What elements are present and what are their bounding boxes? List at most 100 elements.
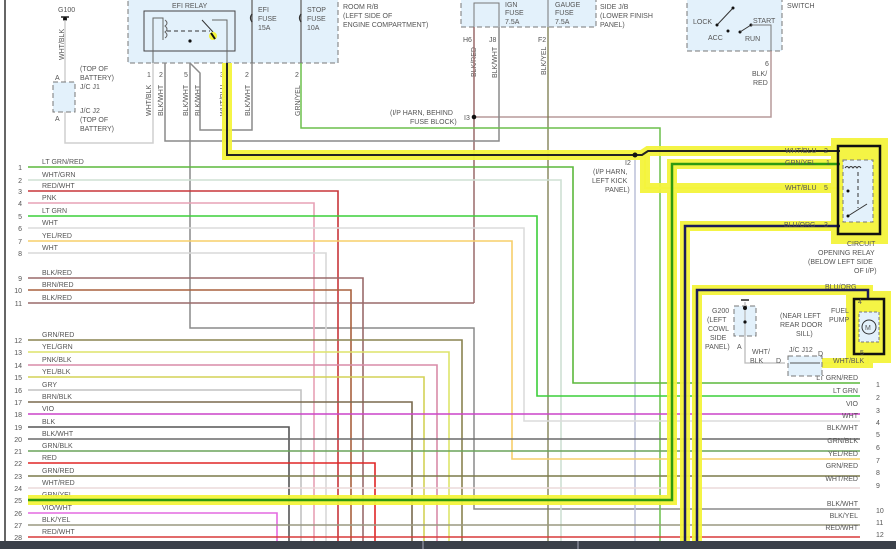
location-label: (I/P HARN, BEHIND	[390, 110, 453, 117]
left-wire-label: PNK	[42, 195, 57, 202]
left-wire-label: VIO	[42, 406, 55, 413]
pin-label: H6	[463, 37, 472, 44]
pin-label: A	[55, 116, 60, 123]
wire-blk-wht-j8	[164, 27, 500, 142]
relay-title: CIRCUIT	[847, 241, 876, 248]
left-wire-label: LT GRN/RED	[42, 159, 84, 166]
pin-label: 2	[824, 148, 828, 155]
pin-label: A	[737, 344, 742, 351]
efi-fuse-icon	[249, 13, 253, 23]
wire-left-14	[28, 364, 438, 541]
left-wire-label: PNK/BLK	[42, 357, 72, 364]
wire-left-10	[28, 289, 352, 541]
wire-label: BLU/ORG	[784, 222, 816, 229]
left-pin-number: 23	[14, 474, 22, 481]
location-label: SIDE J/B	[600, 4, 629, 11]
location-label: (I/P HARN,	[593, 169, 628, 176]
wire-left-22	[28, 462, 376, 541]
left-pin-number: 5	[18, 214, 22, 221]
fuse-label: EFI	[258, 7, 269, 14]
left-wire-label: WHT/GRN	[42, 172, 75, 179]
right-pin-number: 4	[876, 420, 880, 427]
location-label: OF I/P)	[854, 268, 877, 275]
left-pin-number: 9	[18, 276, 22, 283]
left-pin-number: 2	[18, 178, 22, 185]
highlighted-circuit	[28, 63, 891, 541]
left-wire-label: BLK/RED	[42, 295, 72, 302]
upper-wires: I3 (I/P HARN, BEHIND FUSE BLOCK)	[164, 27, 860, 541]
left-wire-label: WHT	[42, 245, 59, 252]
left-pin-number: 7	[18, 239, 22, 246]
right-pin-number: 3	[876, 408, 880, 415]
left-pin-number: 12	[14, 338, 22, 345]
left-wire-label: WHT/RED	[42, 480, 75, 487]
relay-title: OPENING RELAY	[818, 250, 875, 257]
right-wire-label: GRN/BLK	[827, 438, 858, 445]
right-pin-number: 7	[876, 458, 880, 465]
pin-label: 3	[824, 222, 828, 229]
wire-left-17	[28, 401, 413, 541]
wire-label: BLK/WHT	[492, 46, 499, 78]
left-pin-number: 4	[18, 201, 22, 208]
switch-contact-icon	[847, 203, 868, 217]
left-pin-number: 24	[14, 486, 22, 493]
wire-label: WHT/BLK	[146, 85, 153, 116]
pin-label: 1	[147, 72, 151, 79]
wire-label: BLK/WHT	[195, 84, 202, 116]
jc-j2-label: J/C J2	[80, 108, 100, 115]
location-label: PANEL)	[605, 187, 630, 194]
right-wire-label: LT GRN/RED	[816, 375, 858, 382]
fuel-pump-title: PUMP	[829, 317, 850, 324]
pin-label: D	[776, 358, 781, 365]
wire-label: BLK	[750, 358, 764, 365]
right-pin-number: 11	[876, 520, 883, 527]
left-wire-label: RED/WHT	[42, 529, 75, 536]
location-label: BATTERY)	[80, 126, 114, 133]
left-wire-label: BRN/RED	[42, 282, 74, 289]
left-wire-label: BLK	[42, 419, 56, 426]
wire-blu-org-pump	[695, 288, 870, 541]
location-label: SILL)	[796, 331, 813, 338]
jc-j12-box	[787, 355, 823, 377]
right-wire-label: VIO	[846, 401, 859, 408]
left-wire-label: LT GRN	[42, 208, 67, 215]
pin-label: A	[55, 75, 60, 82]
wire-left-1	[28, 166, 860, 384]
pin-label: 2	[295, 72, 299, 79]
jc-j12-label: J/C J12	[789, 347, 813, 354]
location-label: PANEL)	[705, 344, 730, 351]
motor-label: M	[865, 325, 871, 332]
left-pin-number: 20	[14, 437, 22, 444]
right-connector-labels: LT GRN/RED 1 LT GRN 2 VIO 3 WHT 4 BLK/WHT 5 GRN/BL…	[816, 375, 884, 539]
location-label: FUSE BLOCK)	[410, 119, 457, 126]
location-label: PANEL)	[600, 22, 625, 29]
wire-label: BLK/WHT	[245, 84, 252, 116]
right-wire-label: LT GRN	[833, 388, 858, 395]
left-wire-label: GRN/RED	[42, 332, 74, 339]
fuel-pump-title: FUEL	[831, 308, 849, 315]
location-label: (NEAR LEFT	[780, 313, 822, 320]
location-label: COWL	[708, 326, 729, 333]
wire-left-26	[28, 512, 278, 541]
position-label: START	[753, 18, 776, 25]
fuse-label: STOP	[307, 7, 326, 14]
jc-j1-label: J/C J1	[80, 84, 100, 91]
left-pin-number: 14	[14, 363, 22, 370]
pin-label: 6	[765, 61, 769, 68]
right-pin-number: 6	[876, 445, 880, 452]
left-pin-number: 1	[18, 165, 22, 172]
wire-grn-yel-highlight	[28, 162, 840, 502]
left-pin-number: 17	[14, 400, 22, 407]
wire-left-4	[28, 202, 315, 541]
location-label: BATTERY)	[80, 75, 114, 82]
bottom-bar	[0, 541, 896, 549]
wire-label: BLK/	[752, 71, 767, 78]
circuit-opening-relay: WHT/BLU 2 GRN/YEL 1 WHT/BLU 5 BLU/ORG 3 …	[784, 144, 882, 275]
pin-label: 1	[826, 160, 830, 167]
pin-label: F2	[538, 37, 546, 44]
right-wire-label: BLK/YEL	[830, 513, 859, 520]
fuse-rating: 7.5A	[505, 19, 520, 26]
wire-left-8	[28, 252, 327, 541]
left-pin-number: 28	[14, 535, 22, 542]
